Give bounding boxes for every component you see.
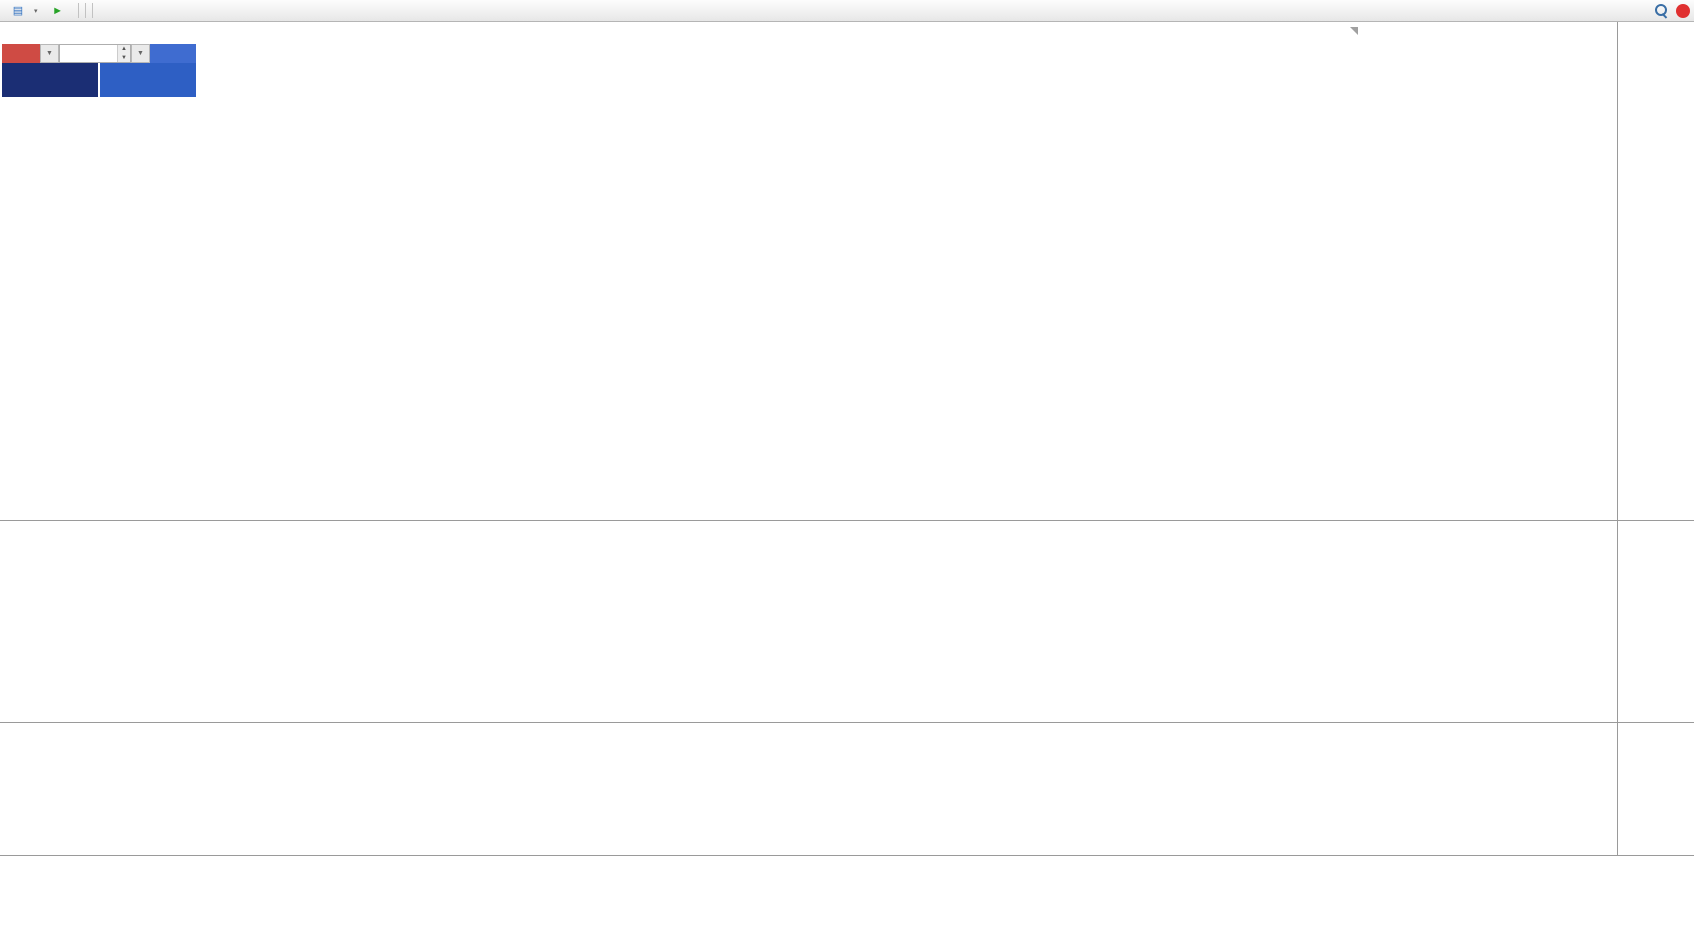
buy-button[interactable] — [150, 44, 196, 63]
toolbar-separator — [91, 3, 93, 18]
autotrading-button[interactable]: ► — [44, 2, 75, 20]
price-axis-border — [1617, 22, 1618, 856]
price-chart-canvas[interactable] — [0, 22, 1617, 520]
macd-panel-canvas[interactable] — [0, 522, 1617, 722]
time-axis-border — [0, 855, 1694, 856]
rsi-panel-canvas[interactable] — [0, 724, 1617, 855]
toolbar: ▤ ▾ ► — [0, 0, 1694, 22]
buy-options-dropdown[interactable]: ▼ — [131, 44, 150, 63]
sell-options-dropdown[interactable]: ▼ — [40, 44, 59, 63]
magnifier-icon — [1654, 4, 1668, 17]
buy-price-display[interactable] — [100, 63, 196, 97]
panel-splitter[interactable] — [0, 520, 1694, 521]
chart-shift-marker[interactable] — [1350, 27, 1358, 35]
toolbar-separator — [77, 3, 79, 18]
new-order-dropdown-caret[interactable]: ▾ — [34, 7, 38, 15]
volume-field: ▲ ▼ — [59, 44, 131, 63]
volume-up-button[interactable]: ▲ — [118, 45, 130, 54]
new-order-icon: ▤ — [12, 5, 24, 17]
one-click-trading-panel: ▼ ▲ ▼ ▼ — [2, 44, 196, 97]
symbol-ohlc-header — [3, 26, 6, 37]
notification-badge[interactable] — [1676, 3, 1690, 18]
volume-input[interactable] — [60, 45, 117, 62]
new-order-button[interactable]: ▤ ▾ — [4, 2, 44, 20]
toolbar-separator — [84, 3, 86, 18]
panel-splitter[interactable] — [0, 722, 1694, 723]
search-icon[interactable] — [1652, 2, 1670, 20]
volume-down-button[interactable]: ▼ — [118, 53, 130, 62]
autotrading-play-icon: ► — [52, 4, 63, 17]
volume-stepper: ▲ ▼ — [117, 45, 130, 62]
sell-price-display[interactable] — [2, 63, 98, 97]
sell-button[interactable] — [2, 44, 40, 63]
